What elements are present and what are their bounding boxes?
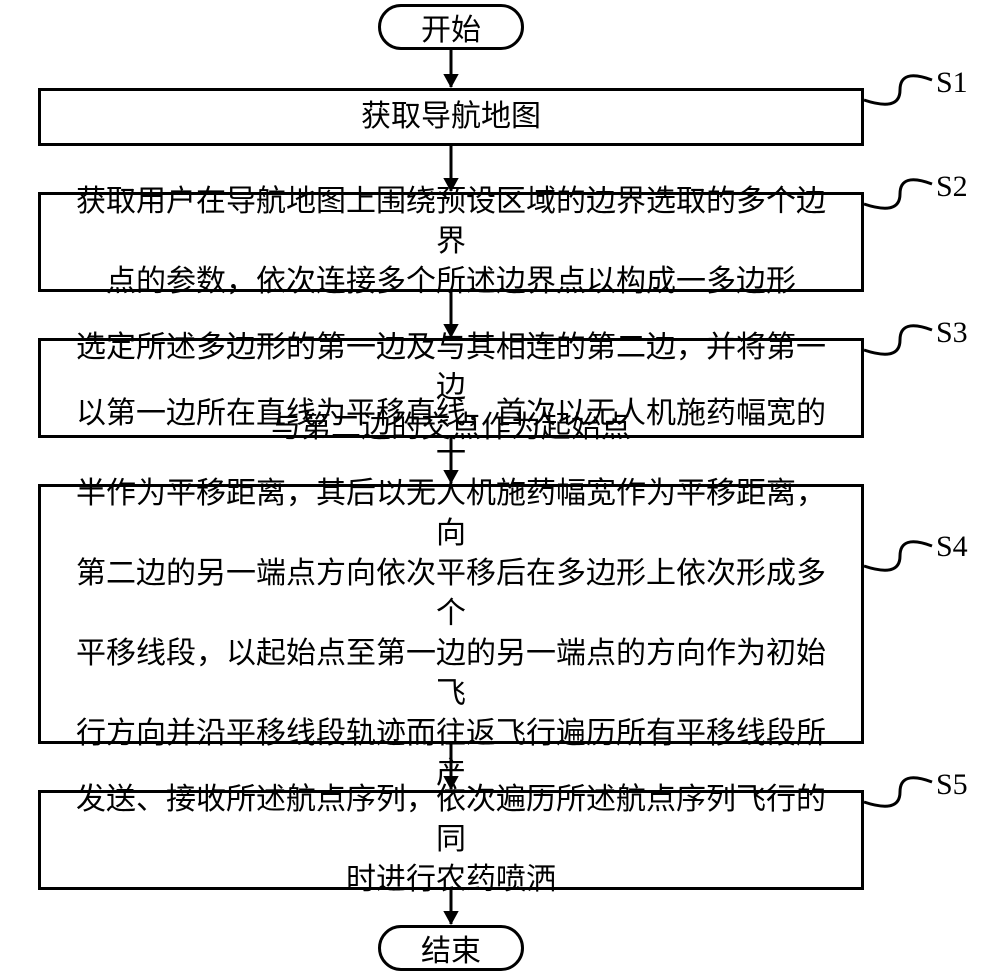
terminal-end: 结束	[378, 925, 524, 971]
terminal-start: 开始	[378, 4, 524, 50]
label-s2: S2	[936, 170, 968, 204]
step-s4: 以第一边所在直线为平移直线，首次以无人机施药幅宽的一半作为平移距离，其后以无人机…	[38, 484, 864, 744]
step-s4-text: 以第一边所在直线为平移直线，首次以无人机施药幅宽的一半作为平移距离，其后以无人机…	[71, 394, 831, 834]
terminal-start-text: 开始	[421, 5, 481, 49]
label-s4: S4	[936, 530, 968, 564]
step-s1-text: 获取导航地图	[71, 97, 831, 137]
flowchart-canvas: 开始 结束 获取导航地图 获取用户在导航地图上围绕预设区域的边界选取的多个边界点…	[0, 0, 1000, 977]
step-s5-text: 发送、接收所述航点序列，依次遍历所述航点序列飞行的同时进行农药喷洒	[71, 780, 831, 900]
step-s2-text: 获取用户在导航地图上围绕预设区域的边界选取的多个边界点的参数，依次连接多个所述边…	[71, 182, 831, 302]
label-s1: S1	[936, 66, 968, 100]
terminal-end-text: 结束	[421, 926, 481, 970]
step-s2: 获取用户在导航地图上围绕预设区域的边界选取的多个边界点的参数，依次连接多个所述边…	[38, 192, 864, 292]
step-s1: 获取导航地图	[38, 88, 864, 146]
label-s5: S5	[936, 768, 968, 802]
label-s3: S3	[936, 316, 968, 350]
step-s5: 发送、接收所述航点序列，依次遍历所述航点序列飞行的同时进行农药喷洒	[38, 790, 864, 890]
